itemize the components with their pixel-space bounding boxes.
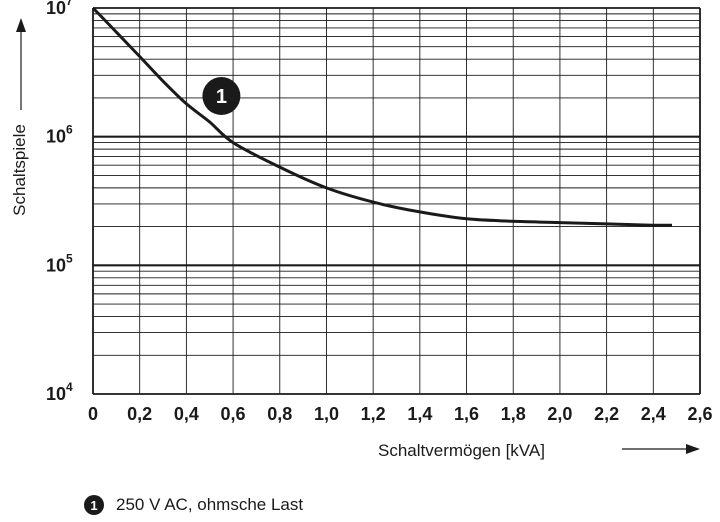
x-tick-label: 2,6 [687,404,712,424]
y-axis-title-group: Schaltspiele [10,18,29,216]
x-tick-label: 0,4 [174,404,199,424]
x-tick-label: 2,4 [641,404,666,424]
x-axis-title-group: Schaltvermögen [kVA] [378,441,700,460]
y-tick-label: 106 [46,123,73,147]
x-tick-label: 1,8 [501,404,526,424]
legend-marker: 1 [84,495,104,515]
y-tick-label: 104 [46,380,73,404]
x-tick-label: 1,6 [454,404,479,424]
x-tick-label: 1,2 [361,404,386,424]
series-marker-1: 1 [202,77,241,116]
x-tick-label: 1,0 [314,404,339,424]
series-marker-label: 1 [216,86,227,108]
x-tick-label: 0,2 [127,404,152,424]
y-axis-title: Schaltspiele [10,124,29,216]
x-tick-label: 0 [88,404,98,424]
x-axis-arrow-head [686,444,700,454]
y-tick-labels: 104 105 106 107 [46,0,73,404]
y-tick-label: 105 [46,251,73,275]
x-axis-title: Schaltvermögen [kVA] [378,441,545,460]
x-tick-label: 0,6 [221,404,246,424]
y-tick-label: 107 [46,0,73,18]
chart-grid [92,7,701,395]
series-line-250v-ac [91,6,673,227]
x-tick-label: 0,8 [267,404,292,424]
y-axis-arrow-head [16,18,26,32]
legend: 1 250 V AC, ohmsche Last [84,492,303,518]
legend-label: 250 V AC, ohmsche Last [116,495,304,514]
x-tick-labels: 0 0,2 0,4 0,6 0,8 1,0 1,2 1,4 1,6 1,8 2,0 2,2 2,4 2,6 [88,404,713,424]
x-tick-label: 1,4 [407,404,432,424]
x-tick-label: 2,2 [594,404,619,424]
x-tick-label: 2,0 [547,404,572,424]
